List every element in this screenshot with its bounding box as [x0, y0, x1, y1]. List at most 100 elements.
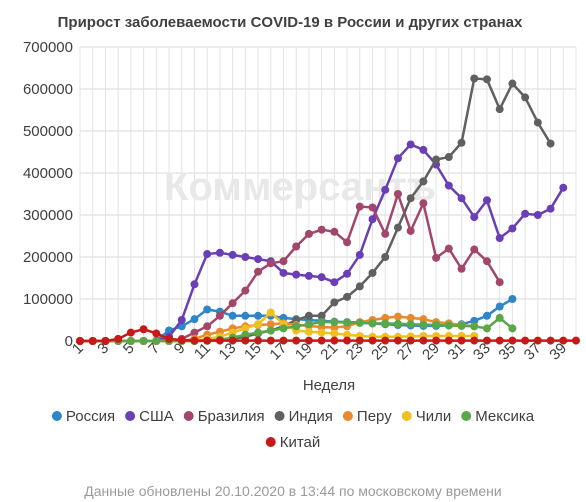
data-point [355, 336, 364, 345]
data-point [317, 328, 326, 337]
legend-label: Чили [416, 408, 452, 425]
data-point [330, 329, 339, 338]
data-point [495, 336, 504, 345]
data-point [343, 336, 352, 345]
data-point [368, 268, 377, 277]
legend-item[interactable]: Россия [51, 408, 115, 425]
data-point [470, 213, 479, 222]
data-point [317, 318, 326, 327]
data-point [304, 229, 313, 238]
data-point [215, 248, 224, 257]
data-point [304, 320, 313, 329]
legend-label: Перу [357, 408, 392, 425]
data-point [343, 292, 352, 301]
data-point [88, 337, 97, 345]
legend-item[interactable]: Индия [274, 408, 333, 425]
data-point [482, 257, 491, 266]
data-point [241, 330, 250, 339]
data-point [457, 336, 466, 345]
data-point [330, 227, 339, 236]
y-tick-label: 300000 [23, 207, 73, 224]
data-point [546, 204, 555, 213]
data-point [203, 305, 212, 314]
data-point [482, 336, 491, 345]
data-point [419, 199, 428, 208]
data-point [266, 336, 275, 345]
data-point [495, 313, 504, 322]
legend-item[interactable]: Чили [401, 408, 452, 425]
data-point [393, 319, 402, 328]
data-point [215, 311, 224, 320]
data-point [508, 79, 517, 88]
data-point [241, 324, 250, 333]
data-point [495, 302, 504, 311]
chart-title: Прирост заболеваемости COVID-19 в России… [58, 14, 523, 31]
data-point [215, 336, 224, 345]
data-point [495, 278, 504, 287]
data-point [343, 330, 352, 339]
data-point [470, 336, 479, 345]
data-point [228, 336, 237, 345]
data-point [482, 324, 491, 333]
data-point [254, 336, 263, 345]
data-point [317, 225, 326, 234]
data-point [432, 321, 441, 330]
data-point [177, 336, 186, 345]
data-point [444, 244, 453, 253]
legend-marker [401, 411, 412, 421]
data-point [495, 105, 504, 114]
legend-item[interactable]: США [125, 408, 174, 425]
data-point [521, 336, 530, 345]
data-point [419, 320, 428, 329]
data-point [190, 280, 199, 289]
legend-label: Бразилия [198, 408, 265, 425]
data-point [76, 337, 84, 345]
data-point [381, 253, 390, 261]
data-point [393, 312, 402, 321]
legend-label: США [139, 408, 174, 425]
legend-item[interactable]: Бразилия [183, 408, 265, 425]
legend: Россия США Бразилия Индия Перу Чили Мексика Кит… [51, 408, 535, 451]
data-point [292, 242, 301, 251]
data-point [152, 329, 161, 338]
data-point [304, 311, 313, 320]
legend-marker [274, 411, 285, 421]
legend-item[interactable]: Китай [265, 434, 321, 451]
data-point [177, 316, 186, 324]
data-point [279, 336, 288, 345]
y-tick-label: 500000 [23, 123, 73, 140]
y-tick-label: 0 [65, 333, 73, 350]
data-point [457, 194, 466, 203]
data-point [241, 286, 250, 295]
data-point [292, 322, 301, 331]
data-point [521, 209, 530, 218]
data-point [368, 203, 377, 212]
x-axis-label: Неделя [303, 377, 355, 394]
data-point [508, 336, 517, 345]
data-point [444, 153, 453, 162]
data-point [393, 223, 402, 232]
data-point [355, 282, 364, 291]
data-point [304, 271, 313, 280]
data-point [355, 202, 364, 211]
data-point [406, 336, 415, 345]
legend-item[interactable]: Перу [342, 408, 392, 425]
data-point [419, 336, 428, 345]
legend-label: Россия [66, 408, 115, 425]
data-point [457, 138, 466, 147]
data-point [266, 326, 275, 335]
data-point [406, 226, 415, 235]
legend-item[interactable]: Мексика [461, 408, 535, 425]
data-point [381, 336, 390, 345]
data-point [470, 74, 479, 83]
data-point [470, 322, 479, 331]
data-point [381, 229, 390, 238]
data-point [126, 328, 135, 337]
watermark: Коммерсантъ [164, 165, 436, 209]
data-point [228, 311, 237, 320]
data-point [152, 337, 161, 345]
data-point [381, 319, 390, 328]
data-point [254, 311, 263, 320]
data-point [114, 334, 123, 343]
